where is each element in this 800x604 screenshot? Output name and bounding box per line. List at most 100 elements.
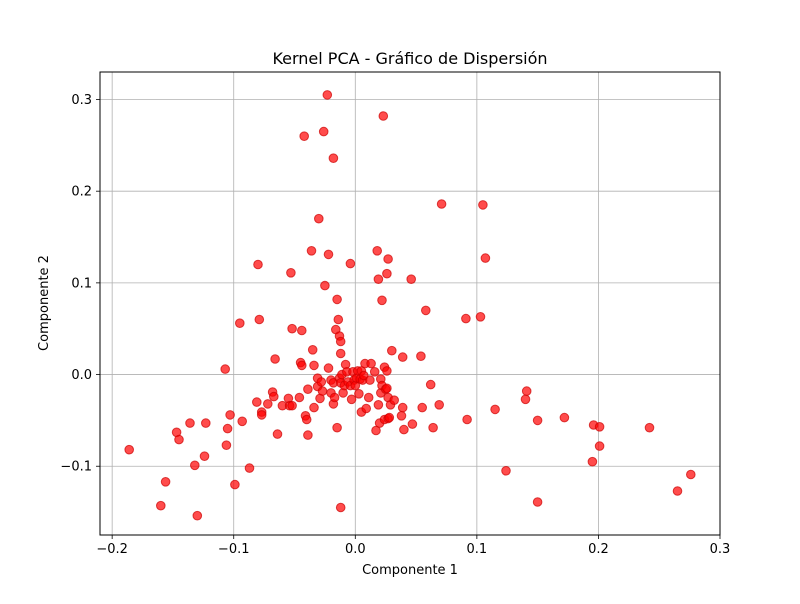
- scatter-point: [160, 477, 171, 487]
- scatter-point: [329, 392, 340, 403]
- scatter-point: [397, 352, 408, 362]
- y-tick-label: 0.1: [71, 276, 92, 291]
- scatter-point: [397, 402, 408, 413]
- scatter-point: [286, 268, 296, 278]
- scatter-point: [332, 422, 342, 433]
- y-tick-label: −0.1: [60, 460, 92, 475]
- scatter-point: [373, 400, 384, 410]
- scatter-point: [316, 377, 327, 387]
- scatter-point: [303, 384, 313, 395]
- scatter-point: [644, 422, 655, 433]
- scatter-point: [294, 392, 305, 403]
- chart-title: Kernel PCA - Gráfico de Dispersión: [272, 49, 547, 68]
- scatter-point: [185, 418, 195, 428]
- scatter-point: [436, 199, 447, 209]
- x-tick-label: 0.1: [467, 542, 488, 557]
- scatter-point: [406, 274, 417, 285]
- y-tick-label: 0.2: [71, 185, 92, 200]
- scatter-point: [382, 366, 392, 376]
- scatter-point: [225, 410, 235, 420]
- scatter-point: [361, 403, 372, 414]
- x-tick-label: −0.1: [218, 542, 250, 557]
- scatter-point: [490, 404, 500, 415]
- scatter-point: [377, 295, 387, 306]
- scatter-point: [387, 345, 397, 356]
- scatter-point: [384, 412, 395, 423]
- scatter-point: [199, 451, 210, 462]
- scatter-point: [254, 314, 265, 325]
- scatter-point: [335, 348, 346, 359]
- scatter-point: [672, 486, 683, 496]
- scatter-point: [124, 444, 134, 455]
- scatter-point: [346, 394, 357, 405]
- scatter-point: [417, 402, 428, 413]
- scatter-point: [478, 200, 488, 210]
- y-axis-label: Componente 2: [37, 255, 52, 351]
- scatter-point: [462, 414, 472, 425]
- scatter-point: [237, 416, 247, 427]
- scatter-point: [201, 418, 211, 428]
- scatter-point: [272, 429, 283, 439]
- scatter-point: [332, 294, 342, 305]
- scatter-point: [416, 351, 426, 362]
- scatter-point: [235, 318, 245, 329]
- scatter-point: [192, 510, 203, 521]
- scatter-point: [314, 213, 324, 224]
- scatter-point: [317, 386, 328, 396]
- axes-frame: [99, 71, 721, 536]
- scatter-point: [190, 460, 200, 471]
- scatter-point: [253, 259, 263, 270]
- scatter-point: [520, 394, 531, 405]
- x-tick-label: 0.3: [710, 542, 731, 557]
- scatter-point: [269, 391, 279, 402]
- scatter-point: [421, 305, 431, 316]
- scatter-point: [220, 364, 230, 374]
- x-tick-label: 0.0: [345, 542, 366, 557]
- scatter-point: [407, 419, 418, 429]
- scatter-point: [303, 430, 313, 440]
- scatter-point: [299, 131, 310, 141]
- scatter-point: [318, 126, 329, 137]
- scatter-point: [428, 422, 438, 433]
- scatter-point: [480, 253, 491, 263]
- scatter-point: [365, 375, 375, 385]
- scatter-point: [369, 367, 380, 377]
- scatter-point: [594, 422, 605, 432]
- scatter-point: [322, 90, 333, 100]
- y-tick-label: 0.3: [71, 93, 92, 108]
- y-axis-ticks: −0.1 0.0 0.1 0.2 0.3: [60, 93, 100, 475]
- scatter-point: [287, 400, 297, 411]
- scatter-point: [373, 274, 384, 285]
- scatter-point: [323, 249, 334, 260]
- x-axis-label: Componente 1: [362, 563, 458, 578]
- scatter-point: [156, 500, 166, 511]
- scatter-point: [301, 414, 312, 425]
- scatter-point: [399, 424, 409, 435]
- scatter-point: [425, 379, 436, 390]
- scatter-point: [221, 440, 232, 451]
- scatter-point: [309, 402, 319, 413]
- scatter-point: [320, 280, 330, 291]
- scatter-point: [222, 423, 233, 434]
- scatter-point: [587, 456, 598, 467]
- scatter-point: [363, 392, 374, 403]
- scatter-point: [230, 479, 240, 490]
- scatter-point: [287, 323, 297, 334]
- scatter-point: [335, 502, 346, 513]
- scatter-point: [475, 312, 486, 322]
- scatter-point: [328, 153, 339, 163]
- data-points: [124, 90, 696, 521]
- scatter-point: [383, 254, 393, 264]
- scatter-point: [174, 434, 184, 445]
- scatter-point: [256, 410, 267, 420]
- scatter-point: [382, 383, 392, 394]
- scatter-point: [372, 246, 383, 256]
- scatter-point: [251, 397, 262, 407]
- x-tick-label: −0.2: [96, 542, 128, 557]
- scatter-point: [521, 386, 532, 396]
- scatter-point: [396, 411, 407, 421]
- scatter-point: [354, 389, 364, 399]
- y-tick-label: 0.0: [71, 368, 92, 383]
